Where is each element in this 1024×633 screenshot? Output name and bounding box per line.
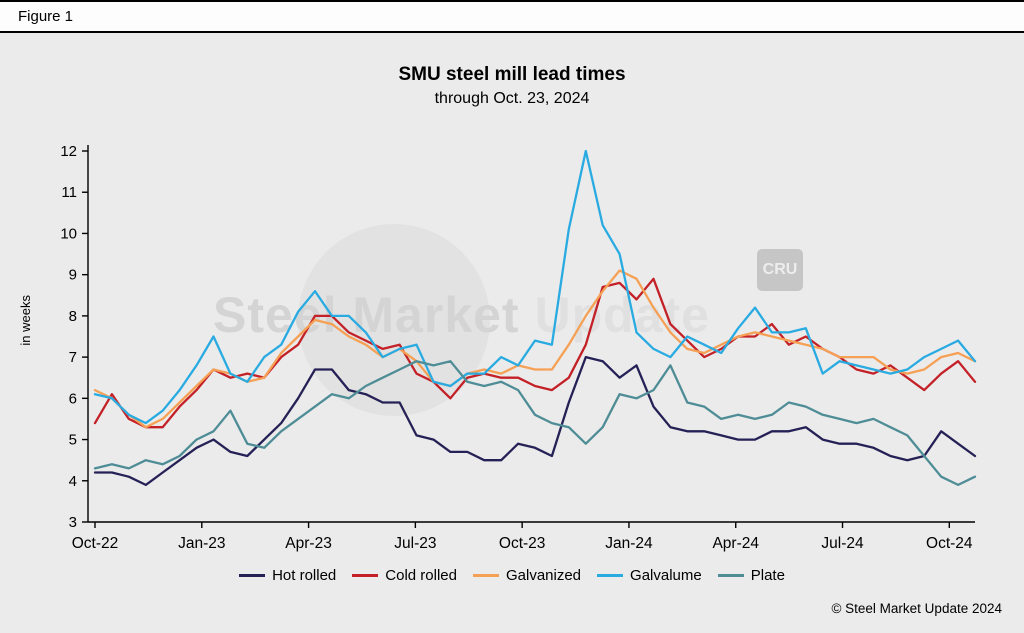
x-tick-label: Oct-24 <box>926 535 973 552</box>
x-tick-label: Jan-23 <box>178 535 225 552</box>
legend-swatch <box>352 574 379 577</box>
legend-label: Galvanized <box>505 567 582 584</box>
watermark-logo-circle <box>298 224 490 416</box>
figure-label: Figure 1 <box>18 8 74 25</box>
y-tick-label: 12 <box>60 143 77 160</box>
chart-subtitle: through Oct. 23, 2024 <box>434 90 590 107</box>
legend-swatch <box>239 574 266 577</box>
y-tick-label: 3 <box>69 514 77 531</box>
legend-item-hot-rolled: Hot rolled <box>239 567 336 584</box>
chart-title: SMU steel mill lead times <box>398 64 626 85</box>
series-line-galvanized <box>93 269 977 429</box>
title-block: SMU steel mill lead times through Oct. 2… <box>0 64 1024 108</box>
x-tick-label: Oct-22 <box>72 535 119 552</box>
series-line-hot-rolled <box>93 355 977 487</box>
x-tick-label: Jul-23 <box>394 535 436 552</box>
y-tick-label: 7 <box>69 349 77 366</box>
legend-label: Hot rolled <box>272 567 337 584</box>
legend-label: Galvalume <box>630 567 702 584</box>
figure-header: Figure 1 <box>0 0 1024 33</box>
x-tick-label: Apr-24 <box>712 535 759 552</box>
y-tick-label: 4 <box>69 473 77 490</box>
x-tick-label: Jan-24 <box>605 535 653 552</box>
legend-item-plate: Plate <box>717 567 785 584</box>
legend-label: Plate <box>750 567 785 584</box>
y-axis-label: in weeks <box>18 295 33 346</box>
legend: Hot rolled Cold rolled Galvanized Galvalume… <box>0 567 1024 584</box>
series-line-cold-rolled <box>93 277 977 429</box>
legend-label: Cold rolled <box>385 567 457 584</box>
copyright-text: © Steel Market Update 2024 <box>831 601 1002 616</box>
legend-swatch <box>597 574 624 577</box>
y-tick-label: 11 <box>61 184 77 201</box>
y-tick-label: 9 <box>69 267 77 284</box>
x-tick-label: Oct-23 <box>499 535 546 552</box>
series-line-plate <box>93 360 977 487</box>
y-tick-label: 10 <box>60 225 77 242</box>
legend-item-galvalume: Galvalume <box>597 567 702 584</box>
legend-swatch <box>472 574 499 577</box>
legend-item-galvanized: Galvanized <box>472 567 582 584</box>
legend-swatch <box>717 574 744 577</box>
legend-item-cold-rolled: Cold rolled <box>352 567 457 584</box>
y-tick-label: 8 <box>69 308 77 325</box>
x-tick-label: Jul-24 <box>821 535 864 552</box>
x-tick-label: Apr-23 <box>285 535 332 552</box>
cru-badge: CRU <box>757 249 803 291</box>
series-line-galvalume <box>93 149 977 425</box>
y-tick-label: 5 <box>69 432 77 449</box>
y-tick-label: 6 <box>69 390 77 407</box>
